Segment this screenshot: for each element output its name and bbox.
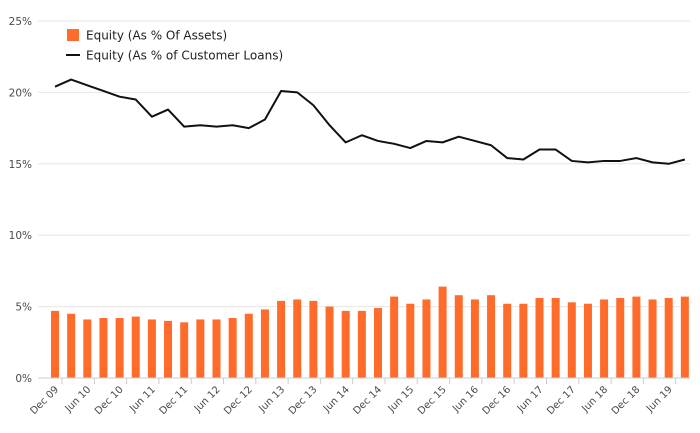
bar xyxy=(680,296,689,378)
bar xyxy=(357,310,366,378)
x-tick-label: Jun 13 xyxy=(256,384,287,415)
x-tick-label: Jun 17 xyxy=(515,384,546,415)
bar xyxy=(51,310,59,378)
x-tick-label: Dec 14 xyxy=(351,384,384,417)
bar xyxy=(115,318,124,378)
x-tick-label: Jun 16 xyxy=(450,384,481,415)
x-tick-label: Jun 18 xyxy=(579,384,610,415)
legend: Equity (As % Of Assets) Equity (As % of … xyxy=(66,29,283,63)
bar xyxy=(567,302,576,378)
bar xyxy=(212,319,221,378)
series-line xyxy=(54,78,686,165)
bar xyxy=(164,320,173,378)
bar xyxy=(67,313,76,378)
x-tick-label: Dec 13 xyxy=(287,384,320,417)
bar xyxy=(83,319,92,378)
bar xyxy=(648,299,657,378)
bar xyxy=(551,298,560,378)
bar xyxy=(341,310,350,378)
x-tick-label: Jun 19 xyxy=(644,384,675,415)
x-tick-label: Jun 10 xyxy=(63,384,94,415)
bar xyxy=(454,295,463,378)
bar xyxy=(277,300,286,378)
y-tick-label: 20% xyxy=(9,87,32,99)
bar xyxy=(487,295,496,378)
legend-item-assets: Equity (As % Of Assets) xyxy=(67,29,227,43)
x-tick-label: Dec 15 xyxy=(416,384,449,417)
y-axis: 0% 5% 10% 15% 20% 25% xyxy=(9,16,32,385)
y-tick-label: 15% xyxy=(9,159,32,171)
bar xyxy=(325,306,334,378)
bar xyxy=(406,303,415,378)
y-tick-label: 5% xyxy=(15,302,32,314)
bar xyxy=(99,318,108,378)
grid xyxy=(38,20,690,308)
bar xyxy=(180,322,189,378)
x-tick-label: Dec 09 xyxy=(28,384,61,417)
legend-swatch-bar xyxy=(67,29,79,41)
x-tick-label: Jun 15 xyxy=(386,384,417,415)
y-tick-label: 25% xyxy=(9,16,32,28)
bar xyxy=(390,296,399,378)
bar xyxy=(131,316,140,378)
bar xyxy=(600,299,609,378)
x-tick-label: Jun 11 xyxy=(127,384,158,415)
bar xyxy=(147,319,156,378)
x-tick-label: Dec 16 xyxy=(481,384,514,417)
x-axis: Dec 09 Jun 10 Dec 10 Jun 11 Dec 11 Jun 12 Dec … xyxy=(28,377,690,417)
bar xyxy=(664,298,673,378)
bar xyxy=(293,299,302,378)
x-tick-label: Jun 12 xyxy=(192,384,223,415)
bar xyxy=(438,286,447,378)
bar xyxy=(616,298,625,378)
y-tick-label: 0% xyxy=(15,373,32,385)
bar xyxy=(260,309,269,378)
legend-label-assets: Equity (As % Of Assets) xyxy=(86,29,227,43)
x-tick-label: Dec 18 xyxy=(610,384,643,417)
legend-label-loans: Equity (As % of Customer Loans) xyxy=(86,49,283,63)
bar xyxy=(470,299,479,378)
bar xyxy=(503,303,512,378)
bar xyxy=(228,318,237,378)
bar xyxy=(309,300,318,378)
bar xyxy=(422,299,431,378)
bar xyxy=(632,296,641,378)
bar xyxy=(196,319,205,378)
x-tick-label: Dec 12 xyxy=(222,384,255,417)
x-tick-label: Dec 11 xyxy=(158,384,191,417)
x-tick-label: Dec 17 xyxy=(545,384,578,417)
line-series xyxy=(54,78,686,165)
x-tick-label: Jun 14 xyxy=(321,384,352,415)
y-tick-label: 10% xyxy=(9,230,32,242)
bar xyxy=(583,303,592,378)
bar xyxy=(244,313,253,378)
legend-item-loans: Equity (As % of Customer Loans) xyxy=(66,49,283,63)
bar xyxy=(535,298,544,378)
bar xyxy=(519,303,528,378)
bar-series xyxy=(51,286,689,378)
bar xyxy=(374,308,382,378)
x-tick-label: Dec 10 xyxy=(93,384,126,417)
